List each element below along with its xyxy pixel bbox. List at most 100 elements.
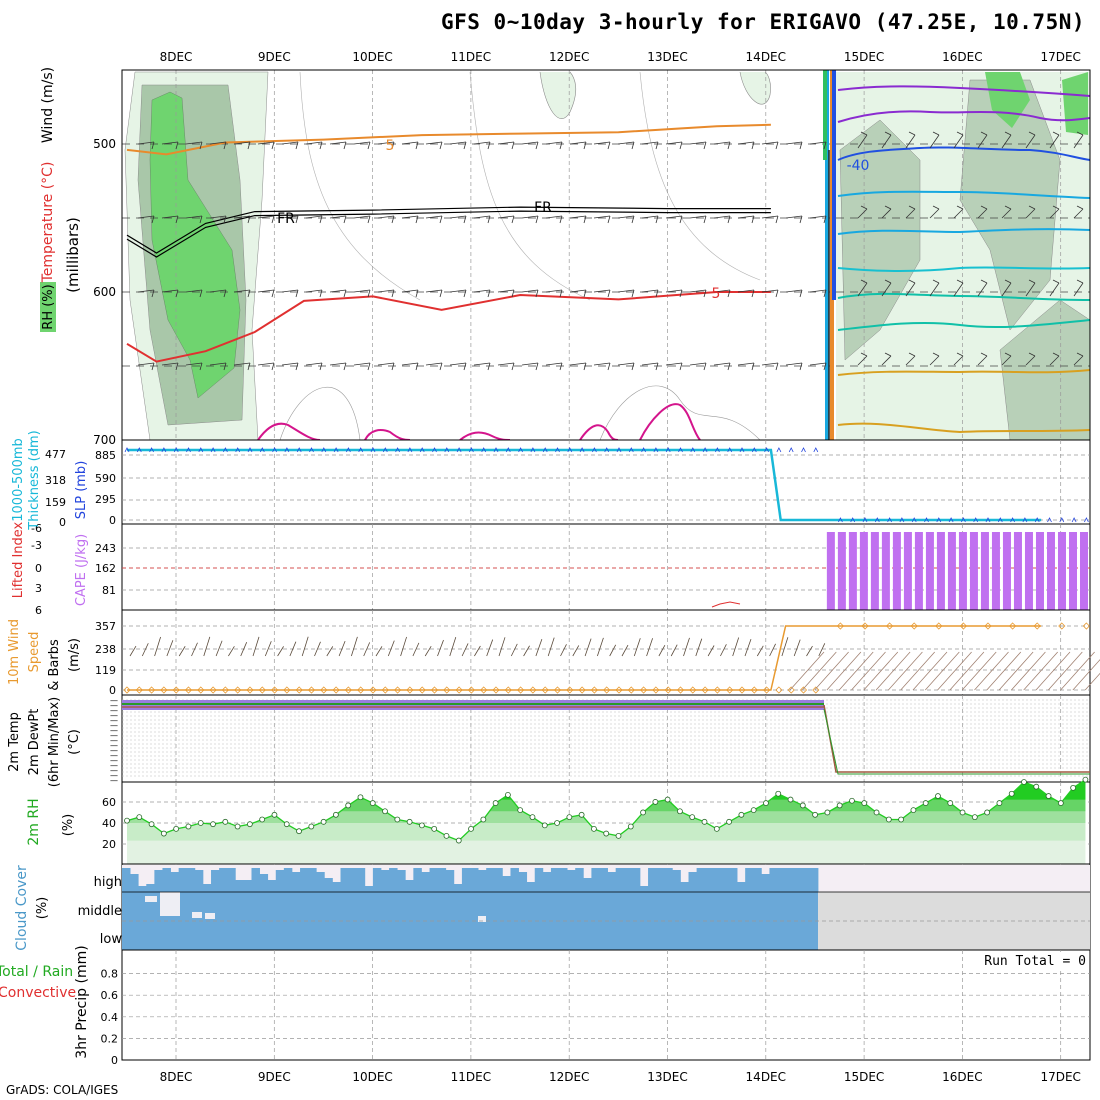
cloud-high-bar <box>130 874 139 892</box>
rh-marker <box>320 818 327 825</box>
cloud-high-bar <box>243 880 252 892</box>
wind-barb-flag <box>295 215 299 224</box>
wind-barb-flag <box>223 141 227 150</box>
wind-barb-staff <box>929 134 940 149</box>
wind-barb-flag <box>391 141 395 150</box>
cape-bar <box>991 532 1000 610</box>
wind-barb-staff <box>1001 134 1012 149</box>
wind-barb-icon <box>785 289 803 298</box>
wind-barb-staff <box>233 141 251 145</box>
wind-barb-staff <box>545 289 563 293</box>
wind-barb-flag <box>823 289 827 298</box>
wind-barb-flag <box>751 215 755 224</box>
temp-tick-marker: — <box>110 751 118 760</box>
wind-barb-icon <box>351 636 358 657</box>
wind-barb-flag <box>956 279 964 284</box>
wind-tick-label: 119 <box>95 664 116 677</box>
wind-barb-flag <box>1076 352 1084 357</box>
wind-speed-marker <box>836 622 844 630</box>
cloud-high-bar <box>348 868 358 892</box>
wind-barb-flag <box>415 141 419 150</box>
slp-marker <box>469 447 474 453</box>
wind-barb-flag <box>956 205 964 210</box>
wind-barb-staff <box>233 215 251 219</box>
wind-barb-icon <box>375 646 383 657</box>
slp-marker <box>948 517 954 523</box>
rh-marker <box>713 825 720 832</box>
wind-barb-flag <box>884 279 892 284</box>
wind-barb-flag <box>655 362 659 371</box>
wind-barb-flag <box>559 141 563 150</box>
wind-barb-flag <box>559 362 563 371</box>
cloud-high-bar <box>162 868 171 892</box>
cloud-high-bar <box>639 886 649 892</box>
wind-barb-icon <box>826 651 862 691</box>
wind-barb-icon <box>925 651 960 691</box>
slp-marker <box>333 447 339 453</box>
rh-marker <box>431 825 438 832</box>
cloud-high-bar <box>720 868 730 892</box>
wind-barb-staff <box>785 289 803 293</box>
wind-barb-icon <box>986 651 1022 691</box>
wind-barb-staff <box>497 215 515 219</box>
wind-barb-flag <box>391 215 395 224</box>
wind-barb-icon <box>401 289 419 298</box>
wind-barb-icon <box>761 289 779 298</box>
rh-marker <box>677 808 683 815</box>
wind-barb-staff <box>281 215 299 219</box>
wind-barb-staff <box>449 141 467 145</box>
wind-barb-icon <box>545 362 563 371</box>
wind-barb-flag <box>487 289 491 298</box>
wind-barb-icon <box>905 131 916 149</box>
wind-barb-staff <box>617 362 635 366</box>
cloud-high-bar <box>405 880 414 892</box>
wind-barb-staff <box>737 141 755 145</box>
rh-marker <box>271 811 278 818</box>
wind-speed-marker <box>910 622 918 630</box>
lifted-index-tick-label: 0 <box>35 562 42 575</box>
rh-marker <box>382 808 388 815</box>
top-date-label: 9DEC <box>258 50 291 64</box>
wind-barb-flag <box>511 362 515 371</box>
top-date-label: 15DEC <box>844 50 884 64</box>
cloud-high-bar <box>275 870 285 892</box>
cape-bar <box>1024 532 1033 610</box>
wind-barb-flag <box>799 141 803 150</box>
wind-speed-marker <box>726 686 734 694</box>
wind-barb-icon <box>597 637 604 657</box>
bottom-date-label: 14DEC <box>746 1070 786 1084</box>
wind-barb-icon <box>277 646 284 657</box>
wind-barb-flag <box>247 141 251 150</box>
cloud-level-label: middle <box>78 904 122 919</box>
rh-marker <box>173 825 180 832</box>
cloud-axis-units: (%) <box>35 897 50 920</box>
slp-marker <box>419 447 425 453</box>
wind-barb-icon <box>545 141 563 150</box>
wind-barb-flag <box>679 215 683 224</box>
cloud-high-bar <box>591 868 600 892</box>
rh-marker <box>185 823 192 830</box>
wind-barb-flag <box>583 141 587 150</box>
cape-bar <box>969 532 978 610</box>
cloud-high-bar <box>664 868 673 892</box>
temp-line-blue <box>837 146 1090 161</box>
cloud-high-bar <box>211 870 220 892</box>
rh-marker <box>443 832 450 839</box>
wind-barb-icon <box>857 279 868 297</box>
wind-barb-icon <box>584 638 592 657</box>
rh-marker <box>124 817 130 824</box>
cloud-high-bar <box>728 868 738 892</box>
wind-barb-icon <box>314 641 321 657</box>
wind-barb-icon <box>689 362 707 371</box>
wind-barb-icon <box>1001 352 1012 366</box>
wind-barb-flag <box>511 289 515 298</box>
rh-marker <box>664 796 671 803</box>
wind-barb-staff <box>617 141 635 145</box>
wind-barb-icon <box>473 141 491 150</box>
wind-barb-flag <box>511 215 515 224</box>
slp-marker <box>456 447 462 453</box>
wind-barb-flag <box>980 352 988 357</box>
wind-speed-marker <box>1082 622 1090 630</box>
wind-barb-icon <box>593 362 611 371</box>
rh-marker <box>615 832 622 839</box>
